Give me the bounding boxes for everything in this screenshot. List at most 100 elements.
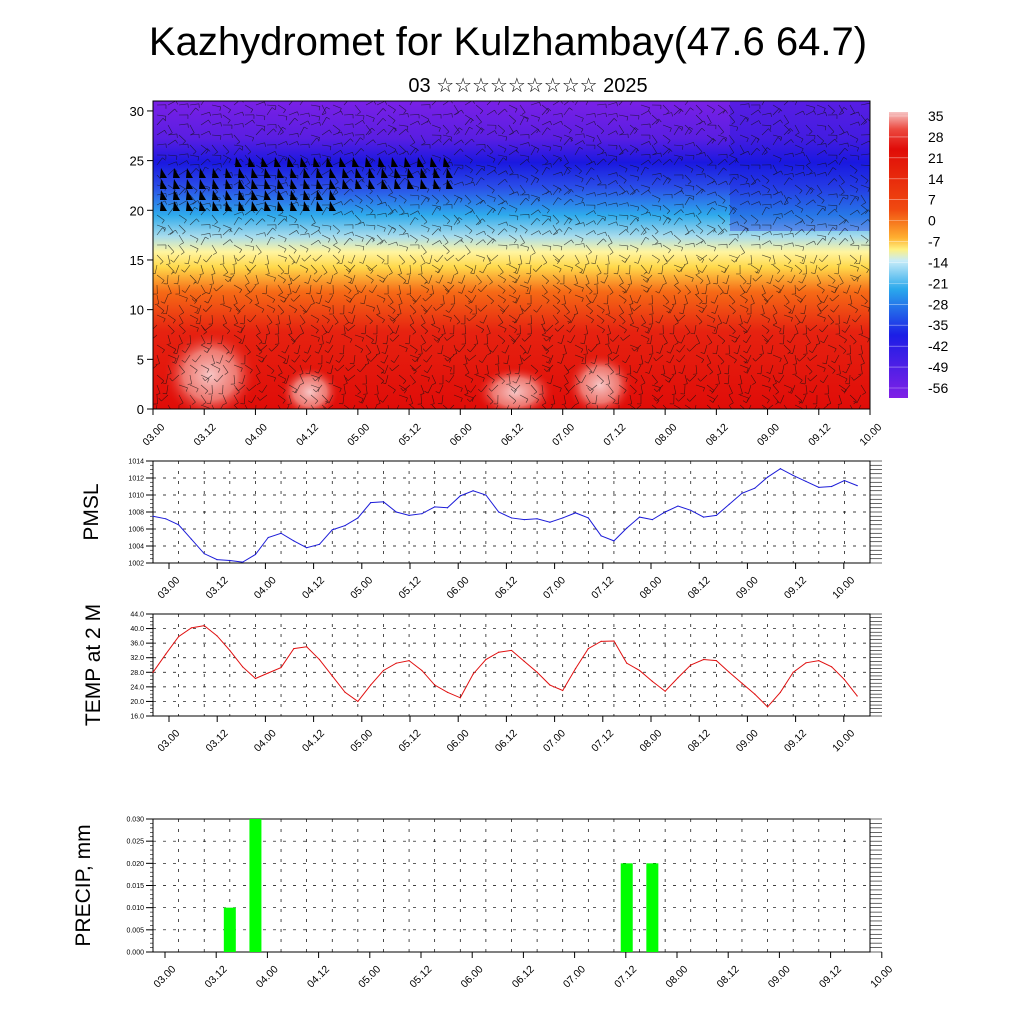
data-point [754, 693, 756, 695]
x-tick-label: 08.00 [663, 963, 690, 990]
temp2m-chart: 16.0 20.0 24.0 28.0 32.0 36.0 40.0 44.0 03.00 03.… [82, 604, 882, 754]
x-tick-label: 09.12 [806, 421, 833, 448]
y-tick-label: 1006 [128, 527, 144, 534]
data-point [408, 514, 410, 517]
colorbar-label: 7 [928, 192, 936, 208]
data-point [805, 480, 807, 482]
x-tick-label: 07.12 [589, 574, 616, 601]
x-tick-label: 05.00 [348, 727, 375, 754]
x-tick-label: 10.00 [868, 963, 895, 990]
y-axis-label: PMSL [80, 483, 103, 540]
hot-spot [162, 330, 258, 409]
data-point [242, 561, 244, 563]
data-point [472, 673, 474, 675]
y-tick-label: 1008 [128, 510, 144, 517]
y-tick-label: 16.0 [130, 714, 144, 721]
x-tick-label: 04.12 [294, 421, 321, 448]
pmsl-chart: 1002 1004 1006 1008 1010 1012 1014 03.00 03.12 04… [80, 459, 882, 601]
x-tick-label: 03.12 [203, 963, 230, 990]
data-point [562, 517, 564, 519]
data-point [626, 527, 628, 529]
data-point [843, 479, 845, 482]
x-tick-label: 05.12 [396, 574, 423, 601]
data-point [408, 660, 410, 662]
y-tick-label: 20 [130, 203, 144, 218]
y-tick-label: 40.0 [130, 626, 144, 633]
precip-bar [249, 819, 262, 952]
x-tick-label: 04.12 [300, 574, 327, 601]
x-tick-label: 06.00 [445, 574, 472, 601]
data-point [728, 503, 730, 505]
colorbar-label: -21 [928, 275, 948, 291]
colorbar-label: 28 [928, 129, 944, 145]
y-tick-label: 1010 [128, 493, 144, 500]
data-point [485, 658, 487, 661]
data-point [434, 684, 436, 686]
data-point [472, 490, 474, 492]
data-point [651, 680, 653, 682]
y-tick-label: 0.015 [126, 883, 144, 890]
y-tick-label: 0.025 [126, 839, 144, 846]
y-tick-label: 5 [137, 352, 144, 367]
x-tick-label: 06.12 [510, 963, 537, 990]
colorbar-label: -35 [928, 317, 948, 333]
data-point [626, 662, 628, 664]
data-point [331, 529, 333, 531]
data-point [242, 666, 244, 668]
data-point [152, 671, 154, 673]
y-tick-label: 0 [137, 402, 144, 417]
colorbar-label: -14 [928, 254, 948, 270]
data-point [331, 675, 333, 677]
data-point [843, 678, 845, 681]
data-point [690, 509, 692, 511]
x-tick-label: 09.12 [782, 727, 809, 754]
data-point [357, 700, 359, 703]
y-tick-label: 1012 [128, 476, 144, 483]
x-tick-label: 04.12 [305, 963, 332, 990]
y-tick-label: 1004 [128, 544, 144, 551]
x-tick-label: 04.12 [300, 727, 327, 754]
data-point [638, 669, 641, 672]
colorbar-strip [889, 112, 908, 398]
data-point [766, 476, 769, 478]
x-tick-label: 03.12 [192, 421, 219, 448]
data-point [498, 511, 500, 513]
colorbar-label: -49 [928, 359, 948, 375]
wind-pennants [160, 157, 453, 211]
data-point [600, 535, 602, 537]
data-point [434, 506, 436, 508]
x-tick-label: 07.12 [601, 421, 628, 448]
data-point [306, 646, 308, 648]
data-point [178, 524, 180, 526]
x-tick-label: 08.12 [715, 963, 742, 990]
x-tick-label: 05.12 [396, 727, 423, 754]
temperature-cross-section: 0 5 10 15 20 25 30 03.00 03.12 04.00 04.12 05.00 05.… [130, 100, 885, 448]
y-tick-label: 28.0 [130, 670, 144, 677]
data-point [779, 691, 781, 693]
x-tick-label: 03.00 [155, 727, 182, 754]
data-point [536, 671, 538, 673]
data-point [165, 653, 167, 655]
x-tick-label: 07.12 [589, 727, 616, 754]
data-point [216, 559, 218, 561]
data-point [203, 553, 205, 555]
data-point [664, 511, 666, 513]
data-point [702, 516, 705, 518]
chart-subtitle: 03 ☆☆☆☆☆☆☆☆☆ 2025 [408, 75, 647, 97]
colorbar-label: 21 [928, 150, 944, 166]
y-tick-label: 1002 [128, 561, 144, 568]
y-tick-label: 0.005 [126, 927, 144, 934]
x-tick-label: 09.00 [755, 421, 782, 448]
data-point [715, 660, 717, 662]
data-point [741, 682, 743, 684]
x-tick-label: 09.12 [817, 963, 844, 990]
data-point [485, 494, 487, 496]
x-tick-label: 07.00 [561, 963, 588, 990]
data-point [587, 648, 589, 650]
data-point [446, 691, 449, 693]
x-tick-label: 09.00 [766, 963, 793, 990]
data-point [805, 662, 807, 664]
data-point [254, 553, 257, 556]
grid [153, 613, 870, 717]
x-tick-label: 05.12 [407, 963, 434, 990]
